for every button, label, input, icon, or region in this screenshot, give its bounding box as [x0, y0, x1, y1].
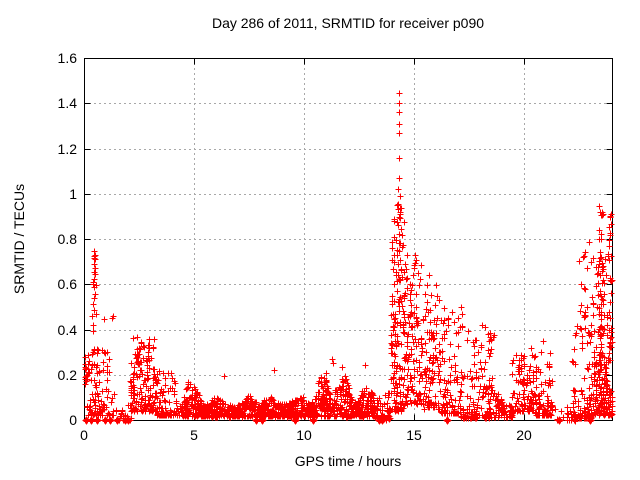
x-tick-label: 20 — [516, 427, 532, 443]
x-axis-label: GPS time / hours — [294, 453, 402, 469]
y-tick-label: 0.4 — [57, 321, 77, 338]
y-tick-label: 1.6 — [57, 50, 77, 66]
y-tick-label: 1.4 — [57, 95, 77, 112]
y-tick-label: 0.2 — [57, 366, 77, 383]
x-tick-label: 5 — [190, 427, 198, 443]
y-tick-label: 0.8 — [57, 231, 77, 247]
x-tick-label: 10 — [296, 427, 312, 443]
y-tick-label: 1 — [69, 185, 77, 202]
y-tick-label: 0.6 — [57, 276, 77, 293]
y-axis-label: SRMTID / TECUs — [11, 183, 27, 295]
chart-title: Day 286 of 2011, SRMTID for receiver p09… — [211, 15, 485, 31]
y-tick-label: 1.2 — [57, 140, 77, 157]
x-tick-label: 0 — [80, 427, 88, 443]
y-tick-label: 0 — [69, 412, 77, 428]
x-tick-label: 15 — [406, 427, 422, 443]
